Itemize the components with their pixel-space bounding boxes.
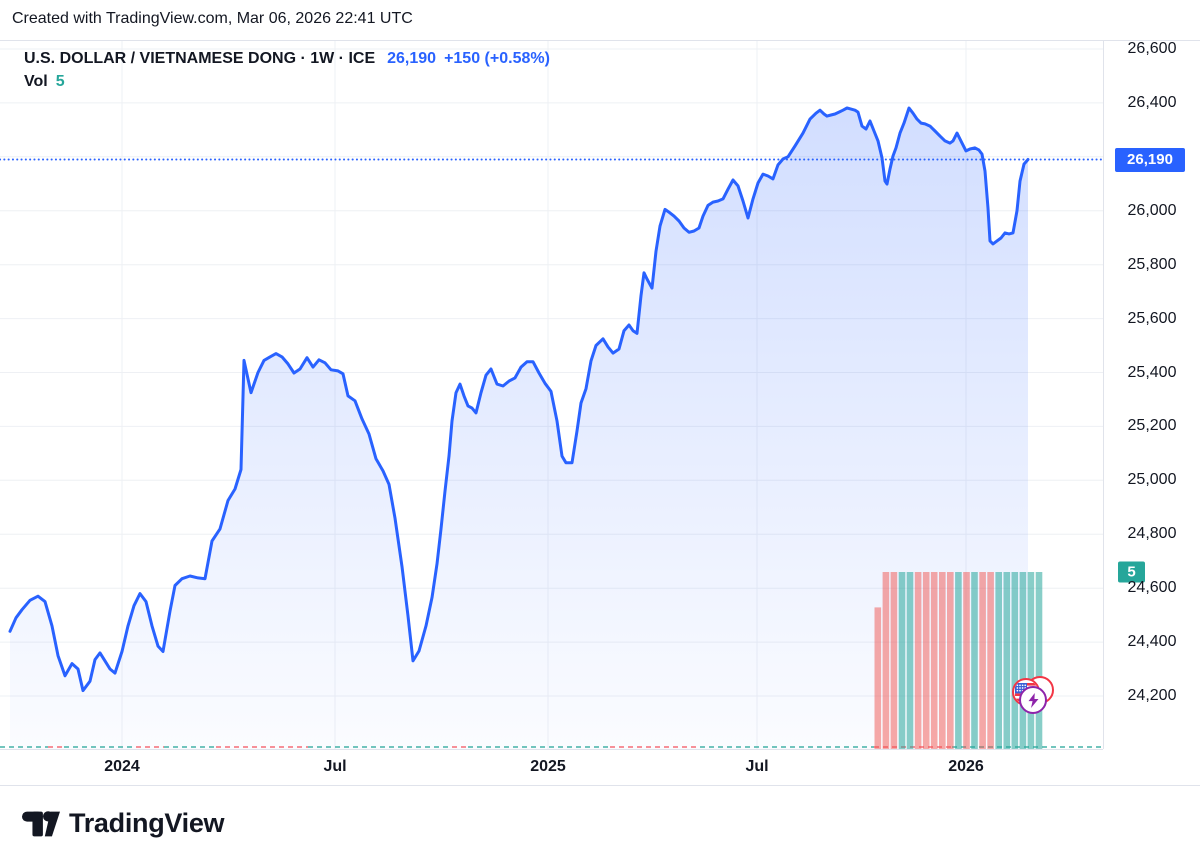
symbol-title: U.S. DOLLAR / VIETNAMESE DONG · 1W · ICE bbox=[24, 50, 376, 67]
legend-title-row: U.S. DOLLAR / VIETNAMESE DONG · 1W · ICE… bbox=[24, 47, 550, 70]
tradingview-logo-text: TradingView bbox=[69, 808, 225, 838]
last-price-value: 26,190 bbox=[387, 50, 437, 67]
volume-value: 5 bbox=[55, 73, 65, 90]
y-axis-label: 25,000 bbox=[1127, 471, 1177, 489]
chart-widget: U.S. DOLLAR / VIETNAMESE DONG · 1W · ICE… bbox=[0, 40, 1200, 786]
plot-area[interactable]: U.S. DOLLAR / VIETNAMESE DONG · 1W · ICE… bbox=[0, 41, 1104, 749]
x-axis-label: 2024 bbox=[104, 758, 140, 775]
y-axis-label: 24,800 bbox=[1127, 525, 1177, 543]
y-axis-label: 26,000 bbox=[1127, 201, 1177, 219]
y-axis-label: 26,600 bbox=[1127, 40, 1177, 57]
chart-legend: U.S. DOLLAR / VIETNAMESE DONG · 1W · ICE… bbox=[24, 47, 550, 93]
volume-label: Vol bbox=[24, 73, 48, 90]
y-axis-label: 24,200 bbox=[1127, 687, 1177, 704]
x-axis-label: 2025 bbox=[530, 758, 566, 775]
tradingview-logo[interactable]: TradingView bbox=[22, 808, 225, 839]
price-axis[interactable]: 26,190 5 26,600 26,400 26,000 25,800 25,600 2… bbox=[1104, 40, 1200, 749]
volume-tag: 5 bbox=[1118, 561, 1145, 583]
y-axis-label: 25,600 bbox=[1127, 309, 1177, 327]
price-chart-canvas[interactable] bbox=[0, 41, 1103, 749]
attribution-text: Created with TradingView.com, Mar 06, 20… bbox=[12, 10, 413, 27]
lightning-sticker[interactable] bbox=[1019, 686, 1047, 714]
y-axis-label: 24,600 bbox=[1127, 579, 1177, 597]
time-axis[interactable]: 2024 Jul 2025 Jul 2026 bbox=[0, 749, 1103, 787]
y-axis-label: 26,400 bbox=[1127, 93, 1177, 111]
tradingview-logo-icon bbox=[22, 810, 60, 836]
y-axis-label: 24,400 bbox=[1127, 633, 1177, 651]
y-axis-label: 25,800 bbox=[1127, 255, 1177, 273]
y-axis-label: 25,200 bbox=[1127, 417, 1177, 435]
legend-volume-row: Vol 5 bbox=[24, 70, 550, 93]
price-change-value: +150 (+0.58%) bbox=[444, 50, 550, 67]
last-price-tag: 26,190 bbox=[1115, 147, 1185, 172]
x-axis-label: Jul bbox=[745, 758, 769, 775]
x-axis-label: 2026 bbox=[948, 758, 984, 775]
y-axis-label: 25,400 bbox=[1127, 363, 1177, 381]
footer: TradingView bbox=[0, 786, 1200, 867]
x-axis-label: Jul bbox=[323, 758, 347, 775]
lightning-icon bbox=[1028, 692, 1038, 708]
